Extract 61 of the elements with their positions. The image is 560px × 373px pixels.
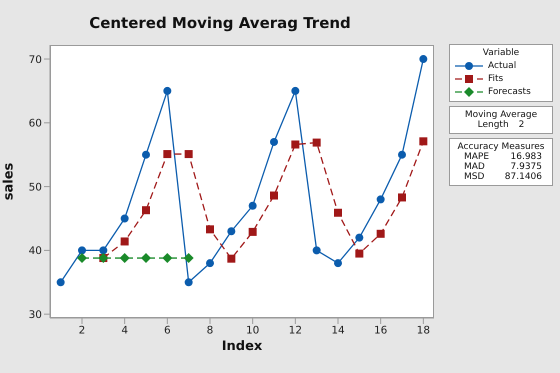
text: Accuracy Measures MAPE 16.983 MAD 7.9375 MSD 87.1406 — [458, 142, 544, 182]
point — [163, 150, 172, 158]
point — [291, 140, 300, 149]
legend-label: Actual — [488, 60, 516, 70]
point — [56, 278, 65, 286]
point — [376, 230, 385, 238]
x-tick-label: 18 — [416, 324, 430, 336]
point — [184, 150, 193, 158]
point — [206, 259, 214, 268]
point — [120, 214, 129, 222]
point — [142, 206, 150, 214]
point — [163, 86, 172, 95]
point — [312, 138, 321, 147]
point — [419, 137, 428, 146]
y-tick-label: 60 — [28, 118, 42, 130]
y-tick-label: 50 — [28, 181, 42, 194]
x-tick-label: 10 — [246, 324, 260, 336]
x-tick-label: 16 — [374, 324, 388, 336]
point — [227, 254, 236, 263]
point — [120, 253, 130, 264]
point — [78, 246, 86, 254]
y-tick-label: 70 — [28, 54, 42, 66]
point — [142, 150, 150, 159]
point — [312, 246, 321, 254]
x-tick-label: 6 — [164, 324, 171, 336]
point — [184, 253, 194, 264]
point — [334, 259, 342, 268]
point — [206, 225, 214, 234]
x-tick-label: 8 — [206, 324, 214, 336]
point — [141, 253, 151, 264]
point — [120, 237, 129, 246]
point — [355, 250, 364, 258]
point — [419, 55, 428, 64]
point — [248, 228, 257, 236]
point — [334, 208, 342, 217]
legend-label: Fits — [488, 74, 504, 84]
point — [227, 227, 236, 236]
point — [398, 150, 406, 159]
point — [99, 246, 108, 254]
point — [248, 202, 257, 210]
point — [77, 253, 87, 264]
point — [270, 138, 278, 146]
point — [376, 195, 385, 204]
x-tick-label: 14 — [331, 324, 345, 336]
y-tick-label: 30 — [28, 308, 42, 321]
x-tick-label: 12 — [288, 324, 302, 336]
y-axis-title: sales — [2, 162, 17, 200]
point — [398, 193, 406, 202]
point — [355, 234, 364, 242]
x-tick-label: 4 — [121, 324, 128, 336]
chart-title: Centered Moving Averag Trend — [88, 14, 352, 32]
legend-label: Forecasts — [488, 86, 531, 96]
x-axis-title: Index — [222, 339, 263, 354]
x-tick-label: 2 — [78, 324, 86, 336]
point — [162, 253, 172, 264]
legend-title: Variable — [482, 48, 520, 58]
text: Moving Average Length 2 — [464, 110, 538, 130]
point — [270, 192, 278, 200]
y-tick-label: 40 — [28, 245, 42, 258]
point — [291, 86, 300, 95]
point — [184, 278, 193, 286]
